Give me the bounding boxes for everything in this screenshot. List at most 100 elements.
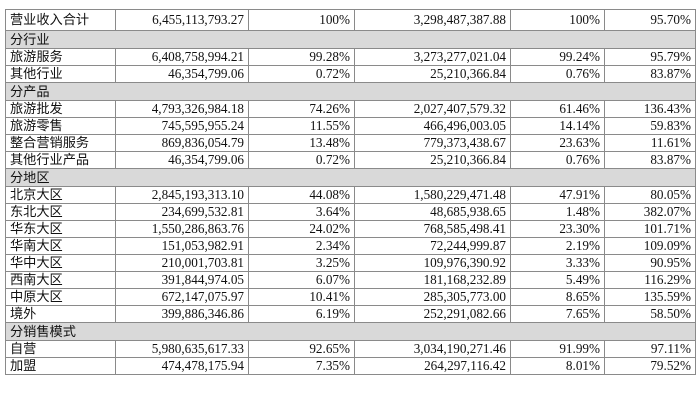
total-yoy: 95.70% xyxy=(604,9,696,31)
row-label: 其他行业 xyxy=(5,65,116,83)
row-label: 境外 xyxy=(5,305,116,323)
cell-revenue: 4,793,326,984.18 xyxy=(115,100,249,118)
cell-revenue-pct: 92.65% xyxy=(248,340,355,358)
cell-cost: 109,976,390.92 xyxy=(354,254,511,272)
cell-cost-pct: 61.46% xyxy=(510,100,605,118)
table-row: 自营 5,980,635,617.33 92.65% 3,034,190,271.46… xyxy=(5,340,696,358)
total-revenue-pct: 100% xyxy=(248,9,355,31)
cell-cost-pct: 8.01% xyxy=(510,357,605,375)
cell-revenue-pct: 13.48% xyxy=(248,134,355,152)
cell-cost-pct: 5.49% xyxy=(510,271,605,289)
cell-yoy: 79.52% xyxy=(604,357,696,375)
section-header-row: 分地区 xyxy=(5,168,696,187)
cell-yoy: 101.71% xyxy=(604,220,696,238)
cell-cost: 779,373,438.67 xyxy=(354,134,511,152)
section-header-row: 分销售模式 xyxy=(5,322,696,341)
cell-cost: 264,297,116.42 xyxy=(354,357,511,375)
row-label: 加盟 xyxy=(5,357,116,375)
cell-yoy: 95.79% xyxy=(604,48,696,66)
cell-cost-pct: 14.14% xyxy=(510,117,605,135)
cell-revenue: 46,354,799.06 xyxy=(115,151,249,169)
table-row: 中原大区 672,147,075.97 10.41% 285,305,773.00 8.… xyxy=(5,288,696,306)
row-label: 旅游批发 xyxy=(5,100,116,118)
cell-yoy: 90.95% xyxy=(604,254,696,272)
cell-cost-pct: 0.76% xyxy=(510,65,605,83)
cell-revenue: 474,478,175.94 xyxy=(115,357,249,375)
cell-cost: 48,685,938.65 xyxy=(354,203,511,221)
revenue-breakdown-table: 营业收入合计 6,455,113,793.27 100% 3,298,487,3… xyxy=(5,9,696,375)
cell-yoy: 135.59% xyxy=(604,288,696,306)
cell-revenue: 6,408,758,994.21 xyxy=(115,48,249,66)
cell-cost: 768,585,498.41 xyxy=(354,220,511,238)
cell-yoy: 80.05% xyxy=(604,186,696,204)
cell-revenue: 210,001,703.81 xyxy=(115,254,249,272)
row-label: 华中大区 xyxy=(5,254,116,272)
cell-cost-pct: 47.91% xyxy=(510,186,605,204)
cell-revenue-pct: 99.28% xyxy=(248,48,355,66)
cell-revenue: 399,886,346.86 xyxy=(115,305,249,323)
cell-cost: 25,210,366.84 xyxy=(354,151,511,169)
cell-revenue-pct: 7.35% xyxy=(248,357,355,375)
cell-cost: 181,168,232.89 xyxy=(354,271,511,289)
cell-cost-pct: 2.19% xyxy=(510,237,605,255)
cell-cost-pct: 7.65% xyxy=(510,305,605,323)
cell-revenue-pct: 0.72% xyxy=(248,151,355,169)
cell-cost: 2,027,407,579.32 xyxy=(354,100,511,118)
table-body: 营业收入合计 6,455,113,793.27 100% 3,298,487,3… xyxy=(5,9,696,375)
row-label: 自营 xyxy=(5,340,116,358)
cell-revenue: 5,980,635,617.33 xyxy=(115,340,249,358)
section-title: 分地区 xyxy=(5,168,696,187)
cell-cost-pct: 8.65% xyxy=(510,288,605,306)
cell-revenue: 672,147,075.97 xyxy=(115,288,249,306)
cell-cost-pct: 99.24% xyxy=(510,48,605,66)
row-label: 华南大区 xyxy=(5,237,116,255)
cell-revenue: 1,550,286,863.76 xyxy=(115,220,249,238)
cell-revenue-pct: 3.25% xyxy=(248,254,355,272)
cell-revenue-pct: 6.19% xyxy=(248,305,355,323)
cell-cost: 252,291,082.66 xyxy=(354,305,511,323)
cell-revenue-pct: 24.02% xyxy=(248,220,355,238)
cell-cost: 3,273,277,021.04 xyxy=(354,48,511,66)
cell-revenue-pct: 74.26% xyxy=(248,100,355,118)
table-row: 北京大区 2,845,193,313.10 44.08% 1,580,229,471.… xyxy=(5,186,696,204)
cell-yoy: 382.07% xyxy=(604,203,696,221)
cell-cost-pct: 23.30% xyxy=(510,220,605,238)
cell-revenue: 234,699,532.81 xyxy=(115,203,249,221)
section-title: 分行业 xyxy=(5,30,696,49)
row-label: 中原大区 xyxy=(5,288,116,306)
row-label: 旅游零售 xyxy=(5,117,116,135)
cell-cost: 285,305,773.00 xyxy=(354,288,511,306)
table-row: 西南大区 391,844,974.05 6.07% 181,168,232.89 5.4… xyxy=(5,271,696,289)
cell-revenue-pct: 10.41% xyxy=(248,288,355,306)
cell-cost-pct: 23.63% xyxy=(510,134,605,152)
table-row: 旅游服务 6,408,758,994.21 99.28% 3,273,277,021.… xyxy=(5,48,696,66)
cell-revenue-pct: 0.72% xyxy=(248,65,355,83)
total-row: 营业收入合计 6,455,113,793.27 100% 3,298,487,3… xyxy=(5,9,696,31)
cell-yoy: 11.61% xyxy=(604,134,696,152)
cell-cost-pct: 1.48% xyxy=(510,203,605,221)
cell-revenue: 151,053,982.91 xyxy=(115,237,249,255)
cell-revenue: 745,595,955.24 xyxy=(115,117,249,135)
section-header-row: 分行业 xyxy=(5,30,696,49)
table-row: 其他行业 46,354,799.06 0.72% 25,210,366.84 0.76%… xyxy=(5,65,696,83)
table-row: 境外 399,886,346.86 6.19% 252,291,082.66 7.65%… xyxy=(5,305,696,323)
table-row: 其他行业产品 46,354,799.06 0.72% 25,210,366.84 0.7… xyxy=(5,151,696,169)
table-row: 华南大区 151,053,982.91 2.34% 72,244,999.87 2.19… xyxy=(5,237,696,255)
cell-revenue-pct: 44.08% xyxy=(248,186,355,204)
table-row: 华中大区 210,001,703.81 3.25% 109,976,390.92 3.3… xyxy=(5,254,696,272)
total-revenue: 6,455,113,793.27 xyxy=(115,9,249,31)
cell-revenue: 391,844,974.05 xyxy=(115,271,249,289)
cell-yoy: 58.50% xyxy=(604,305,696,323)
cell-yoy: 136.43% xyxy=(604,100,696,118)
cell-revenue: 2,845,193,313.10 xyxy=(115,186,249,204)
cell-cost: 25,210,366.84 xyxy=(354,65,511,83)
row-label: 西南大区 xyxy=(5,271,116,289)
row-label: 整合营销服务 xyxy=(5,134,116,152)
table-row: 旅游零售 745,595,955.24 11.55% 466,496,003.05 14… xyxy=(5,117,696,135)
cell-yoy: 83.87% xyxy=(604,151,696,169)
cell-revenue-pct: 11.55% xyxy=(248,117,355,135)
cell-cost: 72,244,999.87 xyxy=(354,237,511,255)
cell-revenue: 46,354,799.06 xyxy=(115,65,249,83)
cell-yoy: 109.09% xyxy=(604,237,696,255)
cell-yoy: 116.29% xyxy=(604,271,696,289)
